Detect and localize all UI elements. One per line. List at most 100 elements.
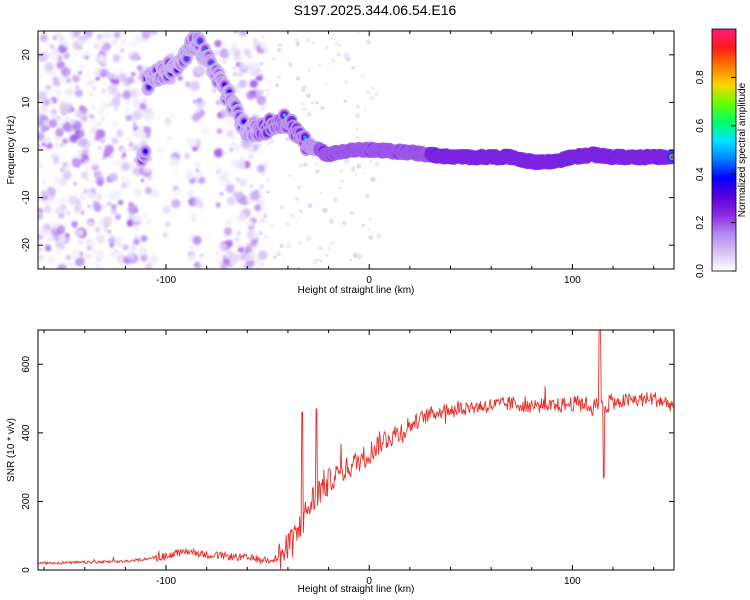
spectrogram-cell — [354, 173, 357, 176]
spectrogram-cell — [215, 170, 220, 175]
spectrogram-cell — [297, 185, 302, 190]
spectrogram-cell — [192, 146, 198, 152]
spectrogram-cell — [50, 221, 60, 230]
spectrogram-cell — [119, 48, 125, 53]
spectrogram-cell — [261, 243, 265, 247]
spectrogram-cell — [144, 187, 153, 195]
spectrogram-cell — [120, 183, 127, 190]
spectrogram-cell — [49, 44, 55, 49]
spectrogram-cell — [121, 175, 125, 180]
spectrogram-cell — [151, 31, 158, 36]
spectrogram-cell — [53, 175, 62, 184]
spectrogram-cell — [75, 210, 80, 215]
spectrogram-cell — [97, 122, 102, 126]
spectrogram-cell — [250, 47, 255, 52]
spectrogram-cell — [330, 241, 334, 245]
spectrogram-cell — [306, 68, 311, 73]
spectrogram-cell — [260, 99, 266, 104]
spectrogram-cell — [141, 98, 148, 105]
spectrogram-cell — [135, 126, 145, 137]
spectrogram-cell — [214, 255, 225, 265]
spectrogram-cell — [184, 81, 191, 88]
y-tick-label: 10 — [21, 96, 32, 108]
spectrogram-cell — [140, 178, 145, 183]
spectrogram-cell — [87, 192, 96, 201]
spectrogram-cell — [98, 143, 105, 150]
snr-background — [38, 330, 674, 570]
spectrogram-cell — [128, 50, 134, 56]
spectrogram-cell — [170, 113, 176, 119]
spectrogram-cell — [239, 31, 248, 37]
spectrogram-cell — [198, 202, 205, 209]
y-tick-label: 600 — [21, 356, 32, 373]
y-tick-label: 200 — [21, 493, 32, 510]
spectrogram-cell — [122, 244, 129, 251]
spectrogram-cell — [303, 162, 308, 167]
spectrogram-cell — [38, 234, 42, 241]
snr-y-label: SNR (10 * v/v) — [6, 418, 17, 482]
spectrogram-cell — [87, 150, 92, 155]
spectrogram-cell — [246, 90, 256, 100]
colorbar: 0.0 0.2 0.4 0.6 0.8 Normalized spectral ampl… — [695, 28, 748, 278]
spectrogram-cell — [221, 41, 228, 47]
spectrogram-cell — [314, 162, 319, 167]
snr-frame — [37, 329, 675, 571]
spectrogram-cell — [260, 217, 266, 223]
spectrogram-cell — [320, 192, 323, 195]
spectrogram-cell — [343, 158, 350, 165]
spectrogram-cell — [213, 145, 219, 151]
spectrogram-cell — [305, 37, 311, 43]
spectrogram-cell — [224, 227, 232, 236]
spectrogram-cell — [374, 92, 379, 97]
spectrogram-cell — [294, 196, 300, 202]
spectrogram-cell — [226, 196, 236, 206]
spectrogram-cell — [246, 220, 255, 228]
spectrogram-cell — [258, 103, 267, 112]
spectrogram-cell — [225, 250, 235, 260]
spectrogram-cell — [259, 184, 265, 190]
spectrogram-cell — [50, 108, 58, 116]
spectrogram-cell — [133, 109, 144, 120]
spectrogram-cell — [370, 176, 376, 183]
spectrogram-cell — [254, 204, 262, 212]
spectrogram-cell — [54, 245, 64, 255]
spectrogram-cell — [332, 197, 338, 203]
y-tick-label: 400 — [21, 424, 32, 441]
spectrogram-cell — [264, 48, 269, 53]
spectrogram-cell — [239, 179, 247, 187]
colorbar-gradient — [711, 28, 737, 272]
spectrogram-cell — [96, 176, 105, 185]
spectrogram-cell — [97, 108, 105, 116]
spectrogram-cell — [111, 203, 117, 210]
spectrogram-cell — [99, 251, 103, 255]
spectrogram-cell — [110, 253, 114, 257]
spectrogram-cell — [368, 235, 374, 240]
spectrogram-cell — [224, 191, 230, 197]
spectrogram-cell — [66, 210, 71, 216]
spectrogram-cell — [311, 41, 314, 45]
spectrogram-cell — [243, 261, 253, 269]
spectrogram-cell — [74, 84, 80, 90]
spectrogram-cell — [303, 135, 307, 140]
spectrogram-cell — [57, 263, 67, 269]
x-tick-label: -100 — [156, 275, 176, 286]
spectrogram-cell — [225, 184, 235, 193]
spectrogram-cell — [49, 52, 60, 63]
spectrogram-cell — [74, 133, 80, 139]
spectrogram-cell — [199, 112, 203, 116]
spectrogram-cell — [246, 232, 256, 242]
spectrogram-cell — [58, 212, 65, 219]
spectrogram-cell — [38, 246, 43, 252]
spectrogram-cell — [211, 88, 217, 94]
spectrogram-cell — [195, 138, 202, 145]
snr-x-label: Height of straight line (km) — [298, 584, 415, 595]
spectrogram-cell — [295, 76, 300, 81]
colorbar-ticks: 0.0 0.2 0.4 0.6 0.8 — [695, 70, 736, 278]
spectrogram-cell — [126, 252, 136, 261]
spectrogram-cell — [143, 111, 153, 122]
spectrogram-cell — [62, 170, 72, 180]
spectrogram-cell — [174, 172, 179, 176]
spectrogram-cell — [311, 155, 315, 159]
spectrogram-cell — [233, 31, 238, 34]
spectrogram-cell — [54, 144, 60, 150]
